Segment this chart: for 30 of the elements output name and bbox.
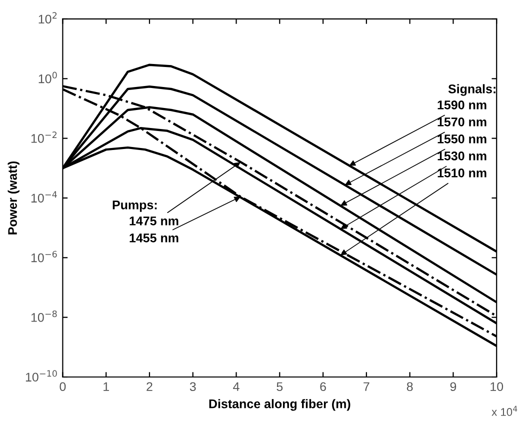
annotation: 1510 nm [438, 168, 486, 178]
annotation: 1475 nm [130, 216, 178, 226]
x-tick-label: 9 [450, 382, 456, 392]
annotation: 1570 nm [438, 118, 486, 126]
y-tick-label: 10$^{−10}$ [26, 370, 57, 382]
y-tick-label: 10$^{−6}$ [31, 250, 57, 262]
annotation: 1530 nm [438, 152, 486, 160]
x-tick-label: 0 [60, 382, 66, 392]
x-tick-label: 3 [190, 382, 196, 392]
y-axis-title: Power (watt) [8, 161, 20, 234]
y-tick-label: 10$^{2}$ [38, 12, 57, 24]
x-tick-label: 5 [276, 382, 283, 392]
y-tick-label: 10$^{0}$ [38, 72, 57, 84]
y-tick-label: 10$^{−4}$ [31, 191, 57, 203]
x-tick-label: 1 [104, 382, 109, 391]
annotation: 1455 nm [130, 234, 178, 242]
x-tick-label: 8 [406, 382, 413, 392]
x-axis-title: Distance along fiber (m) [209, 399, 350, 411]
y-tick-label: 10$^{−8}$ [31, 310, 57, 322]
text: x 10$^{4}$ [492, 406, 518, 416]
x-tick-label: 7 [364, 382, 370, 391]
y-tick-label: 10$^{−2}$ [31, 131, 57, 143]
x-tick-label: 10 [490, 382, 504, 392]
x-tick-label: 6 [320, 382, 326, 392]
annotation: 1550 nm [438, 134, 486, 144]
annotation: Signals: [448, 84, 496, 96]
annotation: 1590 nm [438, 100, 486, 110]
x-tick-label: 2 [146, 382, 152, 391]
x-tick-label: 4 [233, 382, 240, 391]
annotation: Pumps: [112, 200, 157, 212]
